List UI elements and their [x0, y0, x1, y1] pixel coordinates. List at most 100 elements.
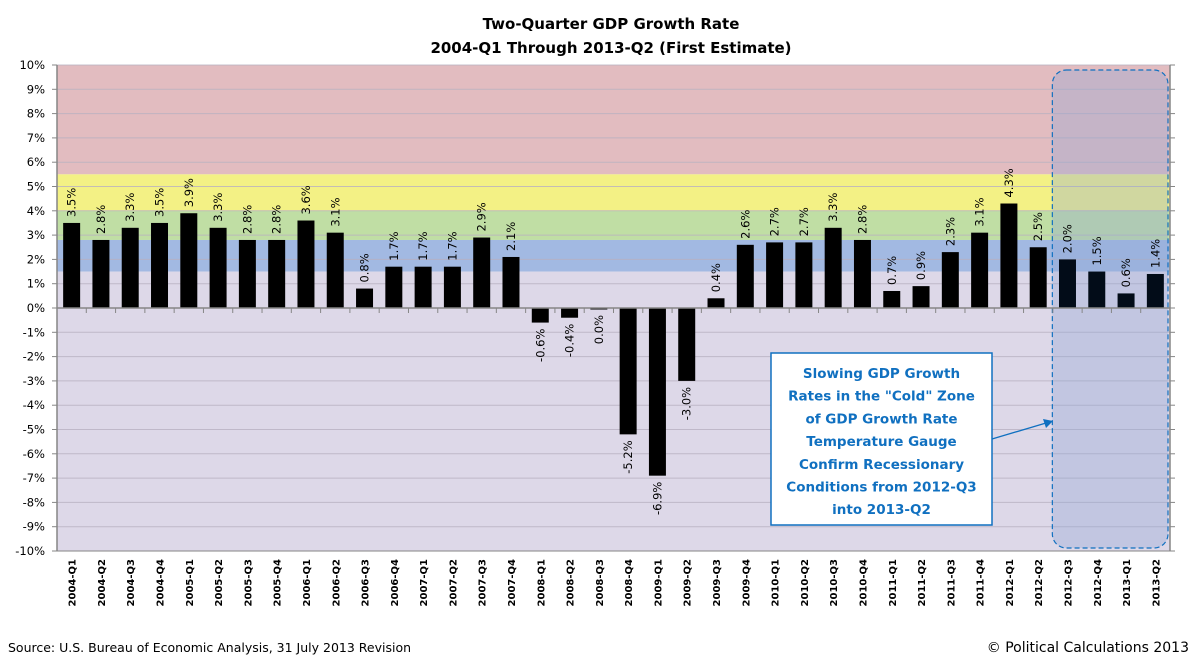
bar-2005-Q3 — [238, 239, 256, 308]
zone-hot — [57, 65, 1170, 175]
x-tick-label: 2010-Q1 — [771, 559, 782, 606]
highlight-box — [1051, 69, 1169, 549]
data-label: 0.9% — [914, 251, 928, 280]
y-tick-label: -3% — [23, 374, 45, 388]
data-label: -0.4% — [563, 324, 577, 357]
bar-2010-Q4 — [853, 239, 871, 308]
bar-2013-Q1 — [1117, 293, 1135, 308]
bar-2009-Q3 — [707, 298, 725, 308]
x-tick-label: 2010-Q2 — [800, 559, 811, 606]
bar-2012-Q3 — [1058, 259, 1076, 308]
x-tick-label: 2005-Q2 — [214, 559, 225, 606]
data-label: 3.3% — [826, 193, 840, 222]
y-tick-label: 10% — [19, 58, 45, 72]
highlight-region — [1051, 69, 1169, 549]
data-label: 3.1% — [328, 197, 342, 226]
x-axis-ticks: 2004-Q1 2004-Q2 2004-Q3 2004-Q4 2005-Q1 2005-… — [56, 308, 1171, 606]
annotation-line: Confirm Recessionary — [799, 457, 964, 473]
data-label: 3.6% — [299, 185, 313, 214]
y-tick-label: 4% — [27, 204, 45, 218]
x-tick-label: 2006-Q3 — [361, 559, 372, 606]
annotation-box — [770, 352, 993, 526]
bar-2010-Q2 — [795, 242, 813, 308]
y-tick-label: -1% — [23, 325, 45, 339]
y-tick-label: 2% — [27, 252, 45, 266]
data-label: 2.8% — [855, 205, 869, 234]
x-tick-label: 2004-Q4 — [156, 559, 167, 606]
data-label: -5.2% — [621, 440, 635, 473]
x-tick-label: 2013-Q2 — [1151, 559, 1162, 606]
data-label: 2.7% — [797, 207, 811, 236]
x-tick-label: 2004-Q2 — [97, 559, 108, 606]
y-tick-label: -10% — [15, 544, 45, 558]
data-label: 2.8% — [240, 205, 254, 234]
annotation-arrowhead-icon — [1043, 419, 1053, 428]
data-label: 2.1% — [504, 222, 518, 251]
data-label: 2.8% — [270, 205, 284, 234]
x-tick-label: 2008-Q2 — [566, 559, 577, 606]
bars — [63, 203, 1164, 476]
y-tick-label: 3% — [27, 228, 45, 242]
bar-2004-Q2 — [92, 239, 110, 308]
source-note: Source: U.S. Bureau of Economic Analysis… — [8, 640, 411, 655]
data-label: 1.5% — [1090, 236, 1104, 265]
data-label: 1.7% — [445, 231, 459, 260]
y-tick-label: -5% — [23, 423, 45, 437]
bar-2012-Q1 — [1000, 203, 1018, 308]
x-tick-label: 2006-Q2 — [331, 559, 342, 606]
x-tick-label: 2010-Q4 — [858, 559, 869, 606]
x-tick-label: 2004-Q1 — [68, 559, 79, 606]
y-tick-label: -2% — [23, 350, 45, 364]
x-tick-label: 2010-Q3 — [829, 559, 840, 606]
x-tick-label: 2007-Q4 — [507, 559, 518, 606]
data-label: 2.5% — [1031, 212, 1045, 241]
data-labels: 3.5% 2.8% 3.3% 3.5% 3.9% 3.3% 2.8% 2.8% 3.6% 3.1%… — [65, 168, 1163, 515]
annotation-line: into 2013-Q2 — [832, 502, 931, 518]
bar-2007-Q4 — [502, 256, 520, 308]
annotation-arrow-line — [991, 422, 1047, 440]
x-tick-label: 2012-Q3 — [1063, 559, 1074, 606]
x-tick-label: 2011-Q3 — [946, 559, 957, 606]
x-tick-label: 2012-Q1 — [1005, 559, 1016, 606]
data-label: 3.3% — [123, 193, 137, 222]
x-tick-label: 2011-Q2 — [917, 559, 928, 606]
y-tick-label: 7% — [27, 131, 45, 145]
x-tick-label: 2009-Q2 — [683, 559, 694, 606]
data-label: -6.9% — [650, 482, 664, 515]
x-tick-label: 2005-Q4 — [273, 559, 284, 606]
x-tick-label: 2011-Q4 — [976, 559, 987, 606]
bar-2012-Q4 — [1088, 271, 1106, 308]
copyright-note: © Political Calculations 2013 — [987, 640, 1189, 656]
y-tick-label: 0% — [27, 301, 45, 315]
bar-2011-Q2 — [912, 286, 930, 308]
zone-cold — [57, 271, 1170, 551]
bar-2005-Q2 — [209, 227, 227, 308]
y-tick-label: 1% — [27, 277, 45, 291]
annotation-line: Slowing GDP Growth — [803, 366, 960, 382]
bar-2008-Q1 — [531, 308, 549, 323]
chart-subtitle: 2004-Q1 Through 2013-Q2 (First Estimate) — [430, 39, 791, 57]
x-tick-label: 2006-Q4 — [390, 559, 401, 606]
annotation-line: Rates in the "Cold" Zone — [788, 389, 975, 405]
chart-title: Two-Quarter GDP Growth Rate — [483, 15, 740, 33]
y-tick-label: 9% — [27, 82, 45, 96]
y-tick-label: 6% — [27, 155, 45, 169]
y-tick-label: -7% — [23, 471, 45, 485]
bar-2005-Q4 — [268, 239, 286, 308]
x-tick-label: 2009-Q4 — [741, 559, 752, 606]
bar-2011-Q4 — [971, 232, 989, 308]
bar-2005-Q1 — [180, 213, 198, 308]
bar-2009-Q1 — [648, 308, 666, 476]
data-label: 3.5% — [153, 188, 167, 217]
bar-2009-Q2 — [678, 308, 696, 381]
bar-2012-Q2 — [1029, 247, 1047, 308]
bar-2011-Q1 — [883, 290, 901, 308]
annotation-line: of GDP Growth Rate — [805, 411, 957, 427]
x-tick-label: 2008-Q4 — [624, 559, 635, 606]
x-tick-label: 2008-Q1 — [536, 559, 547, 606]
bar-2008-Q2 — [561, 308, 579, 318]
x-tick-label: 2005-Q3 — [243, 559, 254, 606]
y-tick-label: -6% — [23, 447, 45, 461]
bar-2007-Q2 — [443, 266, 461, 308]
bar-2007-Q3 — [473, 237, 491, 308]
